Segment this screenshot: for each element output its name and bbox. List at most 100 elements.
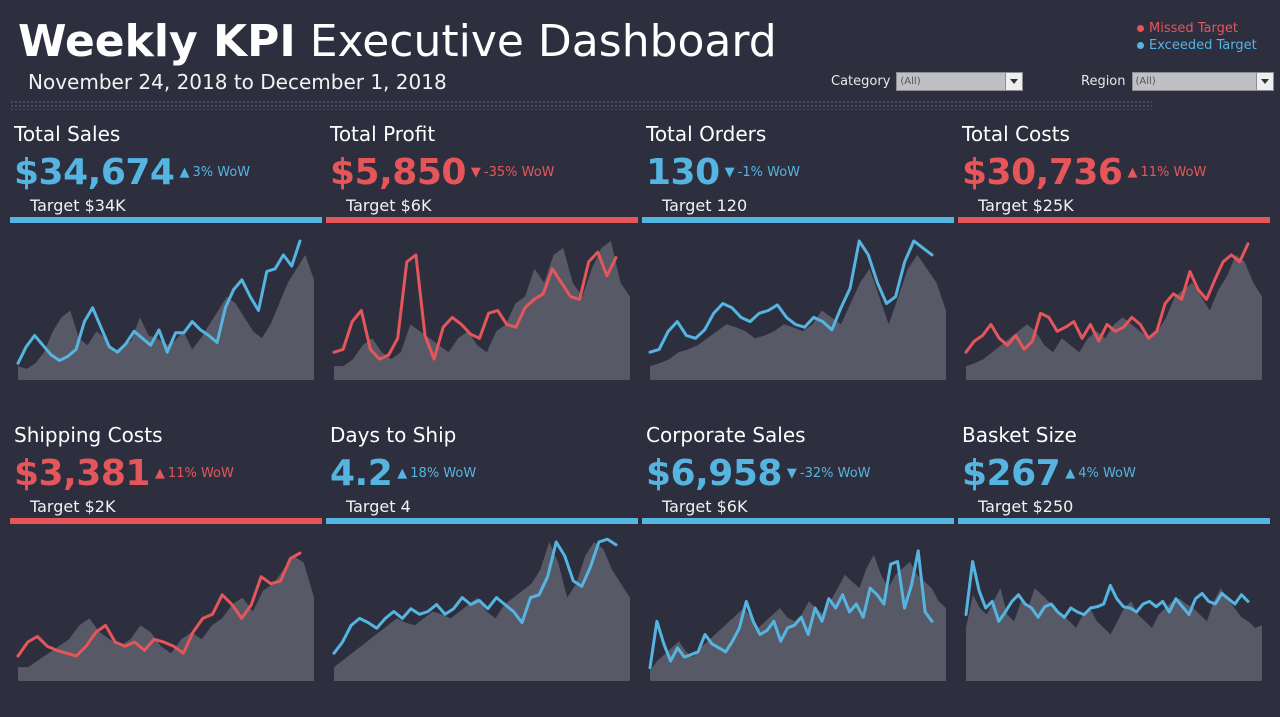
total-profit-title: Total Profit (330, 122, 436, 146)
category-dropdown-button[interactable] (1005, 73, 1023, 90)
total-costs-area-series (966, 254, 1262, 380)
legend-missed[interactable]: Missed Target (1137, 20, 1257, 37)
total-profit-wow: -35% WoW (483, 165, 555, 180)
triangle-down-icon: ▼ (724, 165, 735, 180)
basket-size-value: $267 (962, 453, 1061, 494)
region-dropdown-button[interactable] (1255, 73, 1273, 90)
title-light: Executive Dashboard (309, 16, 777, 67)
total-orders-title: Total Orders (646, 122, 767, 146)
total-profit-line-series (332, 250, 618, 361)
missed-dot-icon (1137, 25, 1144, 32)
days-to-ship-target: Target 4 (346, 497, 411, 516)
basket-size-sparkline (964, 560, 1262, 681)
days-to-ship-panel: Days to Ship 4.2 ▲ 18% WoW Target 4 (326, 413, 638, 683)
corporate-sales-value: $6,958 (646, 453, 782, 494)
total-orders-wow: -1% WoW (737, 165, 801, 180)
total-costs-sparkline (964, 242, 1262, 380)
total-orders-sparkline (648, 239, 946, 380)
days-to-ship-wow: 18% WoW (410, 466, 477, 481)
shipping-costs-value: $3,381 (14, 453, 150, 494)
basket-size-target: Target $250 (978, 497, 1074, 516)
total-costs-title: Total Costs (962, 122, 1070, 146)
basket-size-kpi: $267 ▲ 4% WoW (962, 453, 1136, 494)
total-orders-area-series (650, 254, 946, 380)
corporate-sales-line-series (648, 549, 934, 670)
days-to-ship-title: Days to Ship (330, 423, 457, 447)
total-costs-line-series (964, 242, 1250, 354)
triangle-down-icon: ▼ (786, 466, 797, 481)
corporate-sales-area-series (650, 554, 946, 681)
legend: Missed Target Exceeded Target (1137, 20, 1257, 54)
total-costs-target: Target $25K (978, 196, 1074, 215)
corporate-sales-target: Target $6K (662, 497, 748, 516)
total-costs-kpi: $30,736 ▲ 11% WoW (962, 152, 1206, 193)
days-to-ship-area-series (334, 542, 630, 681)
shipping-costs-panel: Shipping Costs $3,381 ▲ 11% WoW Target $2K (10, 413, 322, 683)
triangle-up-icon: ▲ (1065, 466, 1076, 481)
region-select[interactable]: (All) (1131, 72, 1274, 91)
total-sales-area-series (18, 254, 314, 380)
shipping-costs-wow: 11% WoW (167, 466, 234, 481)
basket-size-title: Basket Size (962, 423, 1077, 447)
total-orders-target: Target 120 (662, 196, 748, 215)
days-to-ship-sparkline (332, 537, 630, 681)
total-sales-target: Target $34K (30, 196, 126, 215)
category-filter-label: Category (831, 74, 891, 89)
basket-size-panel: Basket Size $267 ▲ 4% WoW Target $250 (958, 413, 1270, 683)
total-profit-status-bar (326, 217, 638, 223)
total-sales-value: $34,674 (14, 152, 175, 193)
basket-size-line-series (964, 560, 1250, 623)
days-to-ship-kpi: 4.2 ▲ 18% WoW (330, 453, 476, 494)
legend-exceeded[interactable]: Exceeded Target (1137, 37, 1257, 54)
total-sales-panel: Total Sales $34,674 ▲ 3% WoW Target $34K (10, 112, 322, 382)
chevron-down-icon (1260, 79, 1269, 84)
decorative-divider (10, 100, 1152, 110)
region-select-value: (All) (1135, 76, 1156, 87)
total-orders-kpi: 130 ▼ -1% WoW (646, 152, 800, 193)
total-sales-line-series (16, 239, 302, 365)
triangle-up-icon: ▲ (397, 466, 408, 481)
total-profit-target: Target $6K (346, 196, 432, 215)
region-filter-label: Region (1081, 74, 1126, 89)
dashboard-title: Weekly KPI Executive Dashboard (18, 14, 777, 70)
total-profit-sparkline (332, 241, 630, 380)
category-select[interactable]: (All) (896, 72, 1024, 91)
triangle-up-icon: ▲ (154, 466, 165, 481)
total-costs-wow: 11% WoW (1140, 165, 1207, 180)
shipping-costs-title: Shipping Costs (14, 423, 163, 447)
total-costs-value: $30,736 (962, 152, 1123, 193)
title-bold: Weekly KPI (18, 16, 296, 67)
region-filter: Region (All) (1081, 72, 1274, 91)
corporate-sales-kpi: $6,958 ▼ -32% WoW (646, 453, 871, 494)
corporate-sales-status-bar (642, 518, 954, 524)
total-orders-status-bar (642, 217, 954, 223)
legend-missed-label: Missed Target (1149, 21, 1238, 36)
days-to-ship-status-bar (326, 518, 638, 524)
corporate-sales-title: Corporate Sales (646, 423, 806, 447)
days-to-ship-line-series (332, 537, 618, 655)
category-select-value: (All) (900, 76, 921, 87)
legend-exceeded-label: Exceeded Target (1149, 38, 1257, 53)
triangle-up-icon: ▲ (179, 165, 190, 180)
total-sales-kpi: $34,674 ▲ 3% WoW (14, 152, 250, 193)
exceeded-dot-icon (1137, 42, 1144, 49)
corporate-sales-wow: -32% WoW (799, 466, 871, 481)
basket-size-status-bar (958, 518, 1270, 524)
shipping-costs-sparkline (16, 551, 314, 681)
corporate-sales-panel: Corporate Sales $6,958 ▼ -32% WoW Target $6K (642, 413, 954, 683)
shipping-costs-kpi: $3,381 ▲ 11% WoW (14, 453, 234, 494)
triangle-down-icon: ▼ (470, 165, 481, 180)
shipping-costs-line-series (16, 551, 302, 658)
total-costs-status-bar (958, 217, 1270, 223)
total-sales-wow: 3% WoW (192, 165, 251, 180)
total-orders-value: 130 (646, 152, 720, 193)
total-orders-panel: Total Orders 130 ▼ -1% WoW Target 120 (642, 112, 954, 382)
date-range: November 24, 2018 to December 1, 2018 (28, 70, 447, 94)
total-orders-line-series (648, 239, 934, 354)
total-sales-sparkline (16, 239, 314, 380)
total-profit-value: $5,850 (330, 152, 466, 193)
category-filter: Category (All) (831, 72, 1024, 91)
triangle-up-icon: ▲ (1127, 165, 1138, 180)
days-to-ship-value: 4.2 (330, 453, 393, 494)
total-profit-panel: Total Profit $5,850 ▼ -35% WoW Target $6K (326, 112, 638, 382)
